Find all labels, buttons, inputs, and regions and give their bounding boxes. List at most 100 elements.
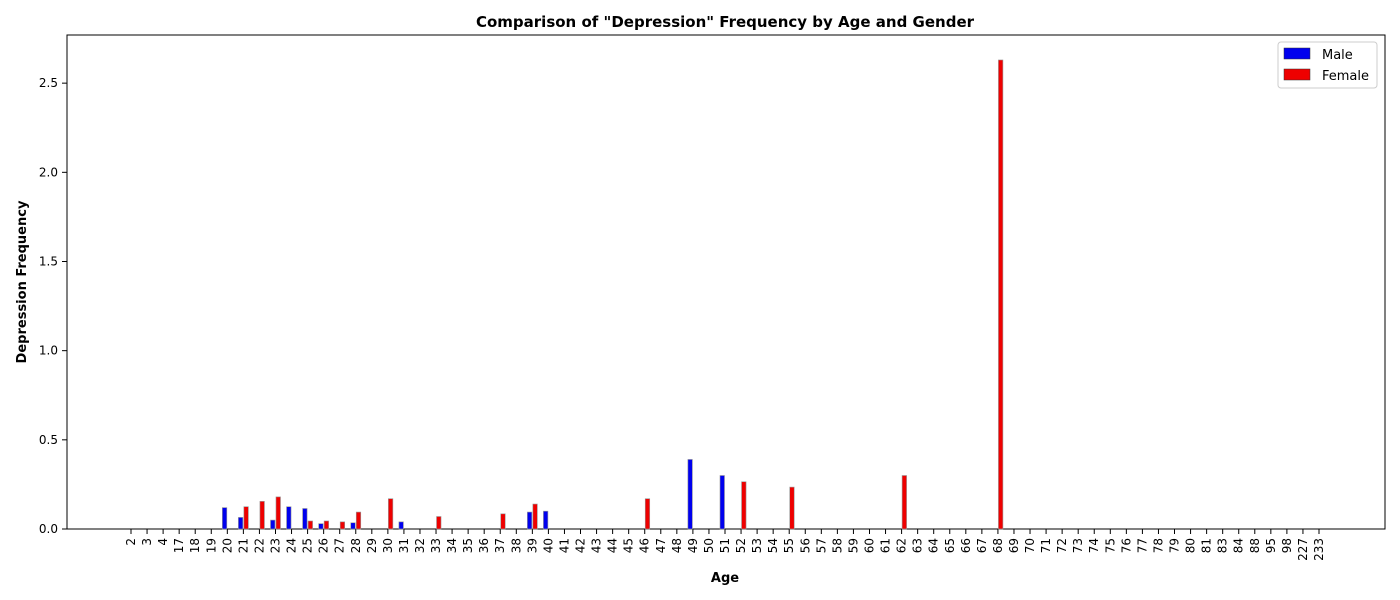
x-tick-label: 27 <box>333 538 347 553</box>
bar-female <box>789 486 795 530</box>
x-tick-label: 56 <box>798 538 812 553</box>
x-tick-label: 43 <box>590 538 604 553</box>
x-tick-label: 35 <box>461 538 475 553</box>
x-tick-label: 69 <box>1007 538 1021 553</box>
x-tick-label: 83 <box>1216 538 1230 553</box>
x-tick-label: 47 <box>654 538 668 553</box>
x-tick-label: 66 <box>959 538 973 553</box>
bar-male <box>222 507 228 530</box>
x-tick-label: 22 <box>252 538 266 553</box>
bars <box>222 59 1004 530</box>
plot-area <box>66 34 1386 530</box>
x-tick-label: 77 <box>1135 538 1149 553</box>
x-tick-label: 52 <box>734 538 748 553</box>
bar-female <box>339 521 346 530</box>
y-axis: 0.0 0.5 1.0 1.5 2.0 2.5 <box>39 76 67 536</box>
x-tick-label: 50 <box>702 538 716 553</box>
y-tick-label: 1.5 <box>39 254 58 268</box>
x-tick-label: 54 <box>766 538 780 553</box>
chart-title: Comparison of "Depression" Frequency by … <box>476 13 975 31</box>
x-tick-label: 45 <box>622 538 636 553</box>
x-tick-label: 88 <box>1248 538 1262 553</box>
x-tick-label: 233 <box>1312 538 1326 561</box>
x-tick-label: 41 <box>557 538 571 553</box>
x-tick-label: 58 <box>830 538 844 553</box>
x-tick-label: 60 <box>862 538 876 553</box>
x-tick-label: 61 <box>879 538 893 553</box>
bar-female <box>275 496 281 530</box>
y-tick-label: 0.5 <box>39 433 58 447</box>
y-tick-label: 2.0 <box>39 165 58 179</box>
x-tick-label: 79 <box>1168 538 1182 553</box>
x-tick-label: 65 <box>943 538 957 553</box>
bar-male <box>286 506 292 530</box>
bar-male <box>318 523 324 530</box>
x-tick-label: 74 <box>1087 538 1101 553</box>
legend: Male Female <box>1277 41 1378 89</box>
bar-female <box>998 59 1004 530</box>
x-tick-label: 67 <box>975 538 989 553</box>
legend-swatch-female <box>1283 68 1311 81</box>
bar-female <box>323 520 329 530</box>
x-axis-label: Age <box>711 571 739 586</box>
x-tick-label: 55 <box>782 538 796 553</box>
bar-female <box>259 501 265 530</box>
x-tick-label: 68 <box>991 538 1005 553</box>
y-tick-label: 1.0 <box>39 344 58 358</box>
x-tick-label: 20 <box>220 538 234 553</box>
x-tick-label: 29 <box>365 538 379 553</box>
x-tick-label: 30 <box>381 538 395 553</box>
y-axis-label: Depression Frequency <box>15 200 30 363</box>
x-tick-label: 73 <box>1071 538 1085 553</box>
x-tick-label: 70 <box>1023 538 1037 553</box>
x-tick-label: 4 <box>156 538 170 546</box>
x-tick-label: 98 <box>1280 538 1294 553</box>
y-tick-label: 2.5 <box>39 76 58 90</box>
x-tick-label: 33 <box>429 538 443 553</box>
x-tick-label: 59 <box>846 538 860 553</box>
x-tick-label: 28 <box>349 538 363 553</box>
x-tick-label: 71 <box>1039 538 1053 553</box>
x-axis: 2 3 4 17 18 19 20 21 22 23 24 25 26 27 28 29 30 31 32 33 34 3… <box>124 529 1326 561</box>
x-tick-label: 48 <box>670 538 684 553</box>
x-tick-label: 25 <box>301 538 315 553</box>
x-tick-label: 81 <box>1200 538 1214 553</box>
x-tick-label: 34 <box>445 538 459 553</box>
x-tick-label: 24 <box>285 538 299 553</box>
x-tick-label: 44 <box>606 538 620 553</box>
bar-female <box>532 503 538 530</box>
x-tick-label: 63 <box>911 538 925 553</box>
x-tick-label: 23 <box>268 538 282 553</box>
x-tick-label: 26 <box>317 538 331 553</box>
x-tick-label: 75 <box>1103 538 1117 553</box>
bar-male <box>527 511 533 530</box>
x-tick-label: 72 <box>1055 538 1069 553</box>
x-tick-label: 51 <box>718 538 732 553</box>
legend-swatch-male <box>1283 47 1311 60</box>
x-tick-label: 37 <box>493 538 507 553</box>
x-tick-label: 84 <box>1232 538 1246 553</box>
y-tick-label: 0.0 <box>39 522 58 536</box>
x-tick-label: 39 <box>525 538 539 553</box>
x-tick-label: 53 <box>750 538 764 553</box>
x-tick-label: 38 <box>509 538 523 553</box>
x-tick-label: 42 <box>574 538 588 553</box>
x-tick-label: 64 <box>927 538 941 553</box>
bar-female <box>901 475 907 530</box>
x-tick-label: 57 <box>814 538 828 553</box>
bar-female <box>355 511 362 530</box>
x-tick-label: 95 <box>1264 538 1278 553</box>
bar-female <box>644 498 651 530</box>
x-tick-label: 80 <box>1184 538 1198 553</box>
bar-male <box>687 459 693 530</box>
bar-male <box>398 521 404 530</box>
x-tick-label: 46 <box>638 538 652 553</box>
x-tick-label: 31 <box>397 538 411 553</box>
bar-male <box>719 475 725 530</box>
x-tick-label: 19 <box>204 538 218 553</box>
bar-male <box>238 517 244 530</box>
bar-male <box>270 519 276 530</box>
x-tick-label: 227 <box>1296 538 1310 561</box>
bar-female <box>388 498 394 530</box>
